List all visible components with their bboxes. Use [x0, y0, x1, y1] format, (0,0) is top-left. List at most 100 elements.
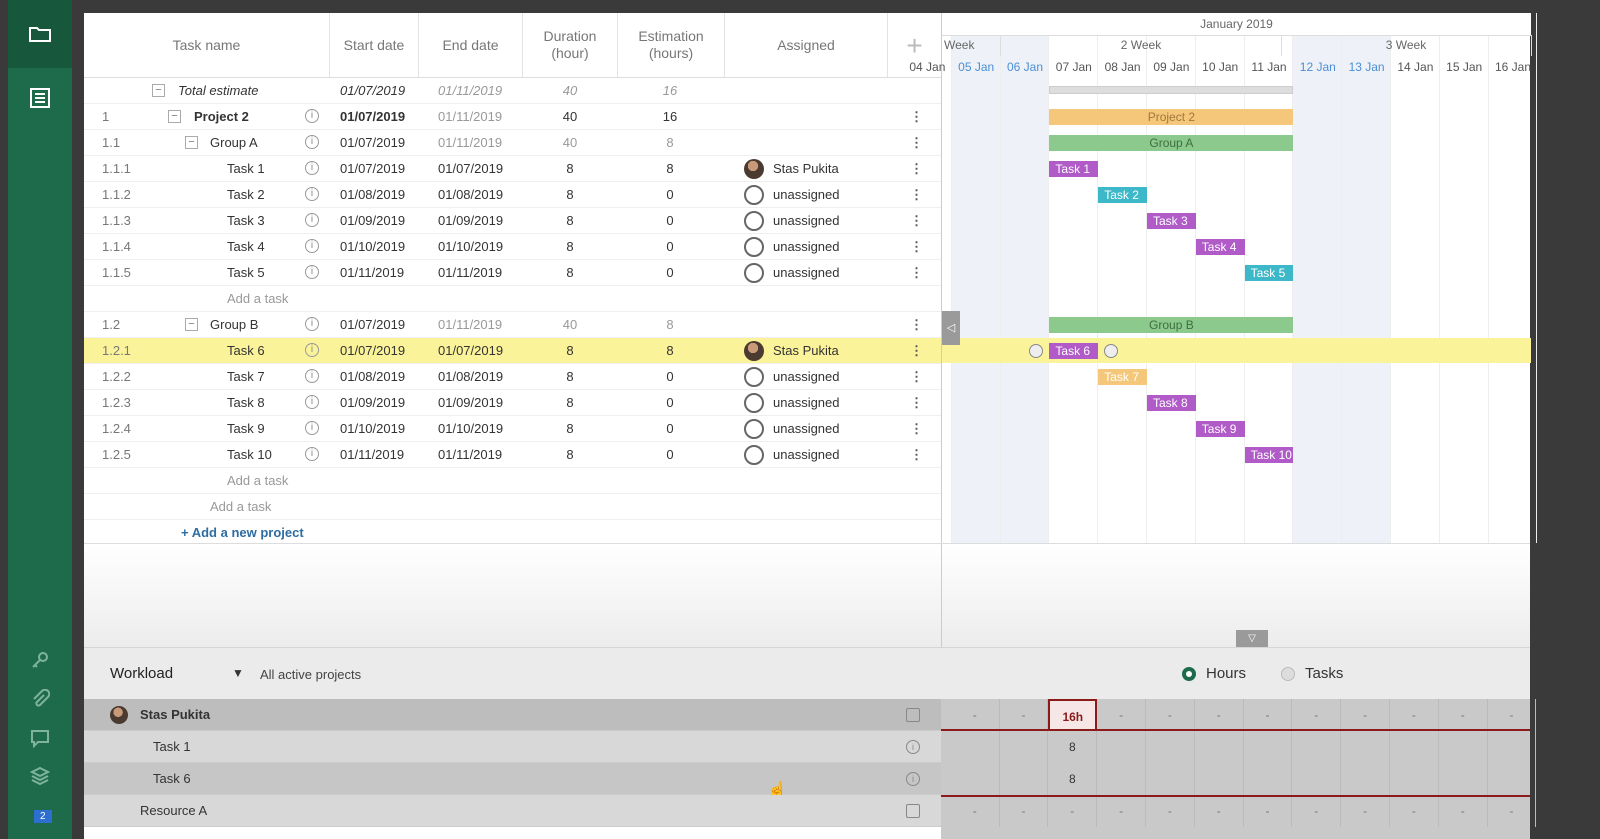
- estimation[interactable]: 8: [666, 343, 674, 358]
- hours-radio[interactable]: [1182, 667, 1196, 681]
- duration[interactable]: 8: [566, 213, 574, 228]
- layers-icon[interactable]: [24, 760, 56, 792]
- end-date[interactable]: 01/07/2019: [438, 161, 504, 176]
- assignee[interactable]: unassigned: [773, 265, 840, 280]
- task-name[interactable]: Task 2: [227, 187, 265, 202]
- task-row[interactable]: 1.1.5 Task 5 i 01/11/2019 01/11/2019 8 0 unassi…: [84, 260, 941, 286]
- project-bar[interactable]: Project 2: [1049, 109, 1294, 125]
- calendar-icon[interactable]: [906, 708, 920, 722]
- info-icon[interactable]: i: [906, 772, 920, 786]
- start-date[interactable]: 01/07/2019: [340, 161, 406, 176]
- info-icon[interactable]: i: [305, 369, 319, 383]
- task-name[interactable]: Task 1: [227, 161, 265, 176]
- more-menu-icon[interactable]: ⋮: [910, 369, 923, 384]
- task-name[interactable]: Group B: [210, 317, 259, 332]
- add-task-link[interactable]: Add a task: [227, 473, 289, 488]
- task-name[interactable]: Project 2: [194, 109, 249, 124]
- task-row[interactable]: 1.1.4 Task 4 i 01/10/2019 01/10/2019 8 0 unassi…: [84, 234, 941, 260]
- assignee[interactable]: unassigned: [773, 187, 840, 202]
- assignee[interactable]: unassigned: [773, 239, 840, 254]
- add-task-link[interactable]: Add a task: [210, 499, 272, 514]
- end-date[interactable]: 01/11/2019: [438, 265, 503, 280]
- col-task-name[interactable]: Task name: [84, 13, 330, 77]
- collapse-grid-icon[interactable]: ◁: [942, 311, 960, 345]
- assignee[interactable]: unassigned: [773, 447, 840, 462]
- info-icon[interactable]: i: [906, 740, 920, 754]
- task-name[interactable]: Group A: [210, 135, 258, 150]
- more-menu-icon[interactable]: ⋮: [910, 395, 923, 410]
- end-date[interactable]: 01/11/2019: [438, 109, 503, 124]
- info-icon[interactable]: i: [305, 187, 319, 201]
- paperclip-icon[interactable]: [24, 683, 56, 715]
- group-b-bar[interactable]: Group B: [1049, 317, 1294, 333]
- folder-icon[interactable]: [24, 18, 56, 50]
- start-date[interactable]: 01/07/2019: [340, 135, 406, 150]
- start-date[interactable]: 01/07/2019: [340, 343, 406, 358]
- estimation[interactable]: 8: [666, 135, 674, 150]
- estimation[interactable]: 8: [666, 317, 674, 332]
- task-row[interactable]: 1.2.4 Task 9 i 01/10/2019 01/10/2019 8 0 unassi…: [84, 416, 941, 442]
- duration[interactable]: 8: [566, 395, 574, 410]
- end-date[interactable]: 01/08/2019: [438, 187, 504, 202]
- info-icon[interactable]: i: [305, 395, 319, 409]
- end-date[interactable]: 01/11/2019: [438, 135, 503, 150]
- duration[interactable]: 8: [566, 343, 574, 358]
- badge-icon[interactable]: 2: [24, 800, 56, 832]
- task-bar[interactable]: Task 2: [1098, 187, 1147, 203]
- assignee[interactable]: unassigned: [773, 369, 840, 384]
- group-a-bar[interactable]: Group A: [1049, 135, 1294, 151]
- duration[interactable]: 8: [566, 161, 574, 176]
- task-name[interactable]: Task 10: [227, 447, 272, 462]
- more-menu-icon[interactable]: ⋮: [910, 213, 923, 228]
- assignee[interactable]: Stas Pukita: [773, 161, 839, 176]
- task-bar[interactable]: Task 9: [1195, 421, 1245, 437]
- col-duration[interactable]: Duration (hour): [523, 13, 618, 77]
- info-icon[interactable]: i: [305, 161, 319, 175]
- start-date[interactable]: 01/08/2019: [340, 369, 406, 384]
- estimation[interactable]: 0: [666, 265, 674, 280]
- more-menu-icon[interactable]: ⋮: [910, 317, 923, 332]
- comment-icon[interactable]: [24, 722, 56, 754]
- resource-row[interactable]: Resource A: [84, 795, 941, 827]
- add-task-link[interactable]: Add a task: [227, 291, 289, 306]
- start-date[interactable]: 01/11/2019: [340, 447, 405, 462]
- task-row[interactable]: 1.2 − Group B i 01/07/2019 01/11/2019 40 8 ⋮: [84, 312, 941, 338]
- start-date[interactable]: 01/10/2019: [340, 421, 406, 436]
- collapse-icon[interactable]: −: [152, 84, 165, 97]
- duration[interactable]: 8: [566, 187, 574, 202]
- info-icon[interactable]: i: [305, 447, 319, 461]
- task-row[interactable]: 1.1.2 Task 2 i 01/08/2019 01/08/2019 8 0 unassi…: [84, 182, 941, 208]
- assignee[interactable]: Stas Pukita: [773, 343, 839, 358]
- start-date[interactable]: 01/07/2019: [340, 109, 406, 124]
- more-menu-icon[interactable]: ⋮: [910, 421, 923, 436]
- more-menu-icon[interactable]: ⋮: [910, 239, 923, 254]
- task-name[interactable]: Task 4: [227, 239, 265, 254]
- estimation[interactable]: 0: [666, 187, 674, 202]
- duration[interactable]: 8: [566, 239, 574, 254]
- task-row[interactable]: 1 − Project 2 i 01/07/2019 01/11/2019 40 16 ⋮: [84, 104, 941, 130]
- task-name[interactable]: Task 7: [227, 369, 265, 384]
- list-icon[interactable]: [24, 82, 56, 114]
- info-icon[interactable]: i: [305, 265, 319, 279]
- hours-label[interactable]: Hours: [1206, 665, 1247, 682]
- more-menu-icon[interactable]: ⋮: [910, 109, 923, 124]
- tasks-label[interactable]: Tasks: [1305, 665, 1344, 682]
- col-estimation[interactable]: Estimation (hours): [618, 13, 725, 77]
- end-date[interactable]: 01/09/2019: [438, 395, 504, 410]
- end-date[interactable]: 01/07/2019: [438, 343, 504, 358]
- task-row[interactable]: 1.1.1 Task 1 i 01/07/2019 01/07/2019 8 8 Stas P…: [84, 156, 941, 182]
- task-bar[interactable]: Task 10: [1244, 447, 1294, 463]
- task-name[interactable]: Task 9: [227, 421, 265, 436]
- key-icon[interactable]: [24, 644, 56, 676]
- link-handle-icon[interactable]: [1029, 344, 1044, 358]
- estimation[interactable]: 0: [666, 447, 674, 462]
- add-task-row[interactable]: Add a task: [84, 286, 941, 312]
- end-date[interactable]: 01/08/2019: [438, 369, 504, 384]
- add-task-row[interactable]: Add a task: [84, 494, 941, 520]
- start-date[interactable]: 01/09/2019: [340, 395, 406, 410]
- col-assigned[interactable]: Assigned: [725, 13, 888, 77]
- estimation[interactable]: 0: [666, 395, 674, 410]
- task-bar[interactable]: Task 8: [1147, 395, 1196, 411]
- task-name[interactable]: Task 8: [227, 395, 265, 410]
- info-icon[interactable]: i: [305, 109, 319, 123]
